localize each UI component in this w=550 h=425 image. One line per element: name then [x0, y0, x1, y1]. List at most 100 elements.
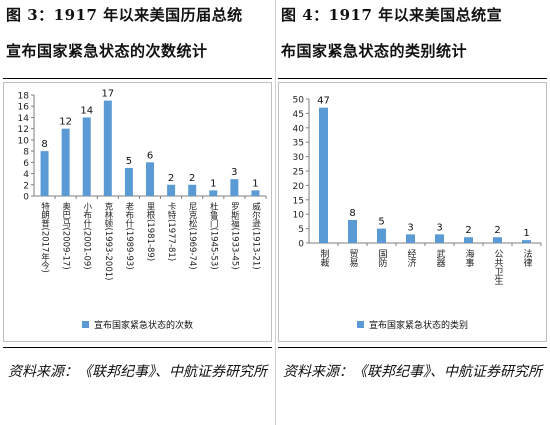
bar	[82, 117, 91, 196]
data-label: 1	[523, 228, 529, 239]
bar	[103, 100, 112, 196]
bar	[124, 167, 133, 196]
data-label: 12	[59, 117, 72, 128]
bar	[61, 128, 70, 196]
data-label: 8	[41, 139, 47, 150]
bar	[406, 234, 415, 243]
bar	[377, 228, 386, 243]
bar	[230, 179, 239, 196]
figure-4-panel: 图 4：1917 年以来美国总统宣 布国家紧急状态的类别统计 0 5 10 15 20 2…	[275, 0, 550, 425]
data-label: 6	[147, 150, 153, 161]
x-tick-label: 老布什(1989-93)	[124, 201, 134, 269]
y-tick-label: 6	[23, 159, 29, 169]
y-tick-label: 5	[298, 225, 304, 235]
x-tick-label: 杜鲁门(1945-53)	[208, 201, 218, 269]
data-label: 8	[349, 208, 355, 219]
category-count-chart: 0 5 10 15 20 25 30 35 40 45 50 47 制裁 8 贸易 5 国防 3 经济 3 武器 2 海事 2…	[278, 82, 547, 342]
column-divider	[275, 0, 276, 425]
top-rule	[3, 78, 272, 79]
bar	[167, 184, 176, 196]
y-tick-label: 45	[293, 110, 304, 120]
x-tick-label: 海事	[464, 248, 475, 267]
figure-3-title-line1: 图 3：1917 年以来美国历届总统	[6, 6, 243, 24]
president-count-legend: 宣布国家紧急状态的次数	[4, 318, 271, 331]
figure-4-title-line2: 布国家紧急状态的类别统计	[281, 42, 468, 60]
x-tick-label: 奥巴马(2009-17)	[61, 201, 71, 269]
x-tick-label: 国防	[377, 249, 388, 268]
x-tick-label: 克林顿(1993-2001)	[103, 202, 113, 280]
y-tick-label: 10	[18, 136, 30, 146]
x-tick-label: 武器	[435, 248, 446, 267]
y-tick-label: 30	[293, 153, 305, 163]
category-count-legend: 宣布国家紧急状态的类别	[279, 318, 546, 331]
data-label: 1	[210, 178, 216, 189]
data-label: 17	[101, 89, 114, 100]
x-tick-label: 罗斯福(1933-45)	[229, 202, 239, 270]
y-tick-label: 20	[293, 182, 305, 192]
legend-label: 宣布国家紧急状态的次数	[93, 321, 193, 331]
y-tick-label: 40	[293, 124, 305, 134]
y-tick-label: 25	[293, 168, 304, 178]
legend-swatch	[356, 321, 364, 328]
y-tick-label: 4	[23, 170, 29, 180]
y-tick-label: 16	[18, 103, 30, 113]
data-label: 3	[231, 167, 237, 178]
data-label: 3	[407, 222, 413, 233]
y-tick-label: 50	[293, 96, 305, 106]
data-label: 2	[189, 173, 195, 184]
y-tick-label: 15	[293, 196, 304, 206]
data-label: 14	[80, 105, 93, 116]
y-tick-label: 2	[23, 181, 29, 191]
x-tick-label: 公共卫生	[493, 249, 504, 285]
bar	[40, 151, 49, 196]
x-tick-label: 制裁	[319, 248, 330, 268]
bottom-rule	[278, 347, 547, 348]
data-label: 47	[317, 96, 330, 107]
x-tick-label: 卡特(1977-81)	[166, 201, 176, 261]
figure-3-source: 资料来源：《联邦纪事》、中航证券研究所	[8, 364, 267, 380]
data-label: 2	[494, 225, 500, 236]
legend-label: 宣布国家紧急状态的类别	[368, 321, 468, 331]
x-tick-label: 里根(1981-89)	[145, 202, 155, 261]
y-tick-label: 35	[293, 139, 304, 149]
legend-swatch	[81, 321, 89, 328]
x-tick-label: 法律	[522, 248, 533, 268]
top-rule	[278, 78, 547, 79]
y-tick-label: 14	[18, 114, 30, 124]
president-count-chart: 0 2 4 6 8 10 12 14 16 18 8 特朗普(2017年今) 12 奥巴马(2009-17…	[3, 82, 272, 342]
bar	[146, 162, 154, 196]
bar	[493, 237, 502, 243]
data-label: 2	[465, 225, 471, 236]
figure-4-source: 资料来源：《联邦纪事》、中航证券研究所	[283, 364, 542, 380]
figure-3-panel: 图 3：1917 年以来美国历届总统 宣布国家紧急状态的次数统计 0 2 4 6 8 10…	[3, 6, 272, 380]
bar	[188, 184, 197, 196]
bar	[348, 219, 357, 243]
bar	[464, 237, 473, 243]
data-label: 5	[126, 156, 132, 167]
data-label: 5	[378, 217, 384, 228]
y-tick-label: 10	[293, 211, 305, 221]
category-count-plot: 0 5 10 15 20 25 30 35 40 45 50 47 制裁 8 贸易 5 国防 3 经济 3 武器 2 海事 2…	[293, 96, 542, 285]
president-count-plot: 0246810121416188特朗普(2017年今)12奥巴马(2009-17…	[18, 89, 267, 280]
figure-3-title-line2: 宣布国家紧急状态的次数统计	[6, 42, 208, 60]
bottom-rule	[3, 347, 272, 348]
y-tick-label: 8	[23, 148, 29, 158]
bar	[319, 107, 328, 243]
x-tick-label: 小布什(2001-09)	[82, 201, 92, 269]
bar	[522, 240, 531, 243]
x-tick-label: 威尔逊(1913-21)	[250, 201, 260, 269]
y-tick-label: 18	[18, 92, 30, 102]
y-tick-label: 0	[298, 240, 304, 250]
x-tick-label: 特朗普(2017年今)	[40, 201, 50, 272]
data-label: 2	[168, 173, 174, 184]
data-label: 3	[436, 222, 442, 233]
x-tick-label: 贸易	[348, 248, 359, 268]
bar	[209, 190, 218, 196]
bar	[435, 234, 444, 243]
data-label: 1	[252, 178, 258, 189]
x-tick-label: 经济	[406, 248, 417, 267]
x-tick-label: 尼克松(1969-74)	[187, 202, 197, 270]
y-tick-label: 12	[18, 125, 29, 135]
y-tick-label: 0	[23, 193, 29, 203]
bar	[251, 190, 260, 196]
